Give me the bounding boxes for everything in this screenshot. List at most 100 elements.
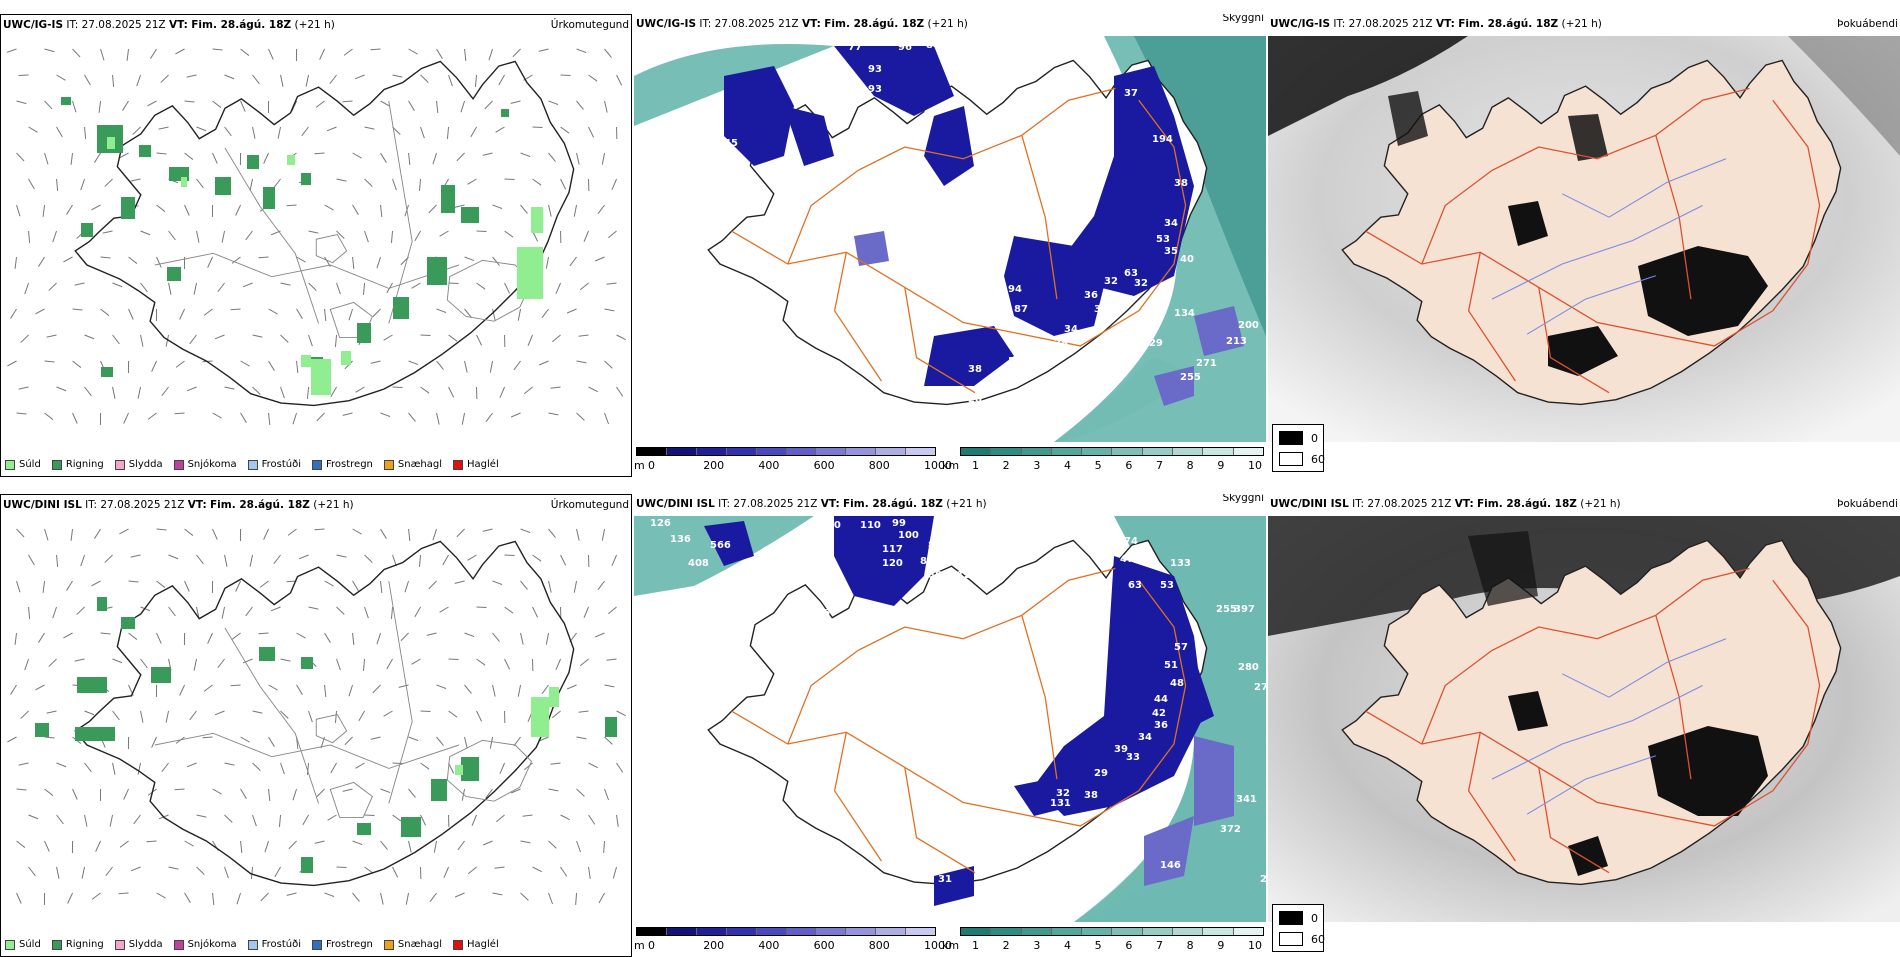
wind-barb [271,607,280,611]
colorbar-cell [667,928,697,935]
wind-barb [253,75,260,84]
wind-barb [421,387,430,393]
wind-barb [477,711,482,721]
visibility-value-label: 112 [950,570,971,581]
wind-barb [113,387,115,399]
wind-barb [363,659,364,671]
wind-barb [542,685,549,694]
wind-barb [589,867,591,879]
colorbar-tick: 200 [703,459,724,472]
wind-barb [617,815,619,827]
wind-barb [73,361,81,368]
wind-barb [246,231,253,240]
wind-barb [43,581,44,593]
wind-barb [325,205,334,210]
wind-barb [437,101,438,113]
wind-barb [337,179,347,181]
wind-barb [433,529,437,540]
wind-barb [253,335,263,337]
wind-barb [297,309,303,319]
wind-barb [176,361,184,367]
panel-variable: Skyggni [1223,14,1265,24]
wind-barb [25,659,29,670]
wind-barb [75,659,85,661]
colorbar-tick: 400 [758,939,779,952]
wind-barb [437,361,444,370]
wind-barb [309,283,317,291]
wind-barb [129,633,137,640]
colorbar-cell [1022,448,1052,455]
wind-barb [73,309,83,310]
wind-barb [602,529,604,541]
wind-barb [437,309,447,313]
legend-label: Súld [19,459,41,470]
wind-barb [349,309,353,320]
panel-precip-type-igis: UWC/IG-IS IT: 27.08.2025 21Z VT: Fim. 28… [0,14,632,477]
colorbar-cell [1203,448,1233,455]
colorbar-cell [1022,928,1052,935]
legend-swatch [248,940,258,950]
colorbar-cell [637,928,667,935]
panel-title: UWC/IG-IS IT: 27.08.2025 21Z VT: Fim. 28… [3,19,335,31]
wind-barb [113,659,122,663]
wind-barb [147,841,157,842]
colorbar-cell [961,448,991,455]
colorbar-cell [787,928,817,935]
wind-barb [542,309,549,318]
colorbar-tick: 10 [1248,939,1262,952]
wind-barb [85,335,94,339]
wind-barb [567,309,576,313]
legend-item: Snæhagl [384,459,442,470]
wind-barb [353,581,359,591]
wind-barb [127,49,128,61]
wind-barb [45,529,48,540]
wind-barb [409,413,416,422]
wind-barb [353,529,362,534]
wind-barb [421,127,425,138]
visibility-value-label: 129 [1142,338,1163,349]
wind-barb [533,607,538,617]
wind-barb [73,101,76,112]
colorbar-tick: 3 [1033,459,1040,472]
wind-barb [371,737,381,739]
legend-item: Frostregn [312,939,373,950]
wind-barb [53,607,57,618]
colorbar-tick: 8 [1187,939,1194,952]
wind-barb [119,893,129,894]
wind-barb [85,711,94,715]
visibility-value-label: 37 [1124,88,1138,99]
wind-barb [549,413,559,415]
wind-barb [213,153,218,164]
wind-barb [197,127,206,131]
wind-barb [486,413,493,422]
wind-barb [409,529,410,541]
wind-barb [309,607,319,609]
wind-barb [17,893,22,904]
wind-barb [307,387,308,399]
wind-barb [10,685,16,695]
colorbar-cell [1052,448,1082,455]
wind-barb [468,867,476,874]
wind-barb [185,205,190,216]
wind-barb [73,413,78,424]
colorbar-cell [816,928,846,935]
wind-barb [449,711,458,717]
wind-barb [213,49,223,50]
colorbar-tick: 200 [703,939,724,952]
colorbar-cell [727,928,757,935]
wind-barb [617,711,626,716]
wind-barb [483,153,493,155]
visibility-value-label: 28 [968,394,982,405]
wind-barb [605,413,609,424]
wind-barb [477,335,482,345]
panel-variable: Úrkomutegund [551,19,629,31]
wind-barb [91,205,100,210]
wind-barb [605,49,612,58]
wind-barb [521,633,524,645]
wind-barb [17,101,27,104]
wind-barb [185,101,195,102]
wind-barb [113,711,120,720]
wind-barb [415,231,421,241]
legend-label: Rigning [66,939,104,950]
